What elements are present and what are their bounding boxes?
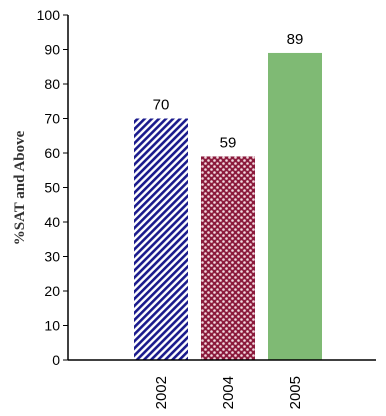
category-label-2005: 2005 — [287, 376, 304, 409]
data-label-2005: 89 — [287, 31, 304, 48]
y-tick-label: 90 — [44, 42, 60, 58]
y-tick-label: 40 — [44, 214, 60, 230]
category-label-2004: 2004 — [220, 376, 237, 409]
y-tick-label: 50 — [44, 180, 60, 196]
y-tick-label: 60 — [44, 145, 60, 161]
data-label-2004: 59 — [220, 134, 237, 151]
y-axis-title: %SAT and Above — [12, 130, 28, 245]
bar-2004 — [201, 156, 255, 360]
y-tick-label: 70 — [44, 111, 60, 127]
y-tick-label: 100 — [37, 7, 61, 23]
bars — [134, 52, 322, 360]
x-axis: 2002 2004 2005 — [153, 376, 304, 409]
data-label-2002: 70 — [153, 97, 170, 114]
bar-2002 — [134, 118, 188, 360]
y-tick-label: 80 — [44, 76, 60, 92]
y-tick-label: 10 — [44, 318, 60, 334]
y-tick-label: 20 — [44, 283, 60, 299]
y-tick-label: 30 — [44, 249, 60, 265]
y-tick-label: 0 — [52, 352, 60, 368]
bar-2005 — [268, 52, 322, 360]
y-axis: 0 10 20 30 40 50 60 70 80 90 100 — [37, 7, 68, 368]
category-label-2002: 2002 — [153, 376, 170, 409]
data-labels: 70 59 89 — [153, 31, 304, 151]
